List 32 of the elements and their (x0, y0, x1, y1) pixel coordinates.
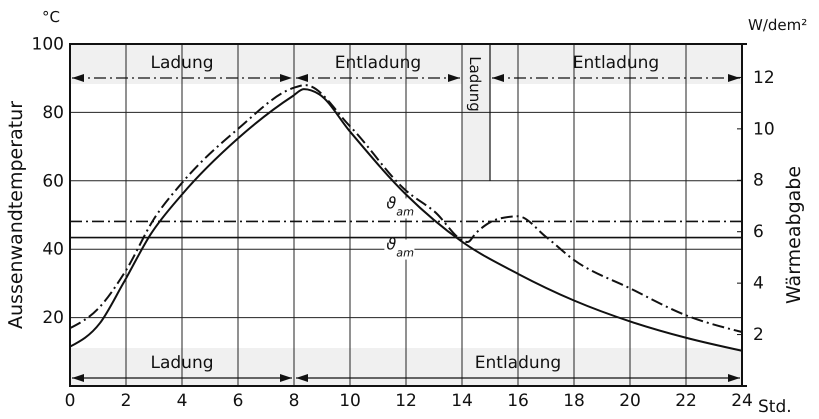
ref-line-label: ϑ$_{am}$ (386, 234, 414, 260)
x-tick-label: 20 (619, 391, 641, 412)
x-tick-label: 18 (563, 391, 585, 412)
x-tick-label: 8 (288, 391, 300, 412)
y-tick-label: 40 (42, 240, 64, 260)
x-tick-label: 16 (507, 391, 529, 412)
y-tick-label: 20 (42, 308, 64, 328)
x-tick-label: 12 (395, 391, 417, 412)
ref-line-label: ϑ$_{am}$ (386, 193, 414, 218)
y2-axis-title: Wärmeabgabe (783, 166, 805, 304)
x-tick-label: 24 (731, 391, 753, 412)
x-tick-label: 0 (64, 391, 76, 412)
y2-tick-label: 10 (753, 119, 775, 140)
x-tick-label: 2 (120, 391, 132, 412)
x-axis-title: Std. (758, 397, 792, 417)
band-label: Ladung (466, 56, 484, 112)
y2-tick-label: 12 (753, 68, 775, 88)
y-tick-label: 60 (42, 171, 64, 192)
y2-tick-label: 8 (753, 170, 764, 191)
y2-tick-label: 6 (753, 222, 764, 242)
x-tick-label: 6 (232, 391, 244, 412)
x-tick-label: 4 (176, 391, 188, 412)
x-tick-label: 10 (339, 391, 361, 412)
x-tick-label: 14 (451, 391, 473, 412)
x-tick-label: 22 (675, 391, 697, 412)
y2-tick-label: 2 (753, 325, 764, 346)
y2-tick-label: 4 (753, 274, 764, 294)
y-axis-title: Aussenwandtemperatur (5, 100, 27, 330)
text: °C (42, 8, 60, 26)
y-tick-label: 80 (42, 102, 64, 123)
text: W/dem² (748, 16, 808, 34)
y-tick-label: 100 (32, 34, 64, 54)
